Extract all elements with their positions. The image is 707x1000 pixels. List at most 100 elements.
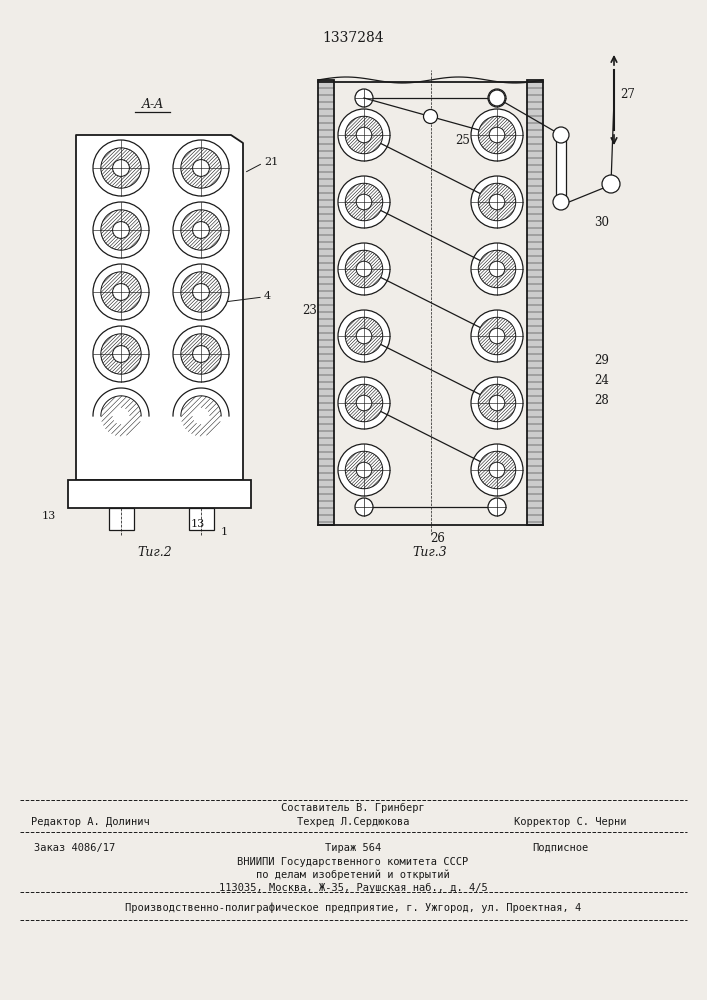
Bar [318, 80, 334, 525]
Text: 27: 27 [620, 89, 635, 102]
Circle shape [489, 127, 505, 143]
Text: Корректор С. Черни: Корректор С. Черни [514, 817, 626, 827]
Circle shape [338, 243, 390, 295]
Text: Τиг.2: Τиг.2 [138, 546, 173, 558]
Circle shape [355, 89, 373, 107]
Circle shape [112, 160, 129, 176]
Circle shape [471, 310, 523, 362]
Text: 25: 25 [455, 133, 470, 146]
Text: 1337284: 1337284 [322, 31, 384, 45]
Circle shape [93, 264, 149, 320]
Text: Заказ 4086/17: Заказ 4086/17 [35, 843, 116, 853]
Bar [556, 135, 566, 202]
Text: Техред Л.Сердюкова: Техред Л.Сердюкова [297, 817, 409, 827]
Circle shape [356, 462, 372, 478]
Circle shape [478, 317, 515, 355]
Text: 113035, Москва, Ж-35, Раушская наб., д. 4/5: 113035, Москва, Ж-35, Раушская наб., д. … [218, 883, 487, 893]
Circle shape [471, 109, 523, 161]
Circle shape [471, 176, 523, 228]
Circle shape [489, 395, 505, 411]
Circle shape [471, 444, 523, 496]
Circle shape [489, 462, 505, 478]
Circle shape [489, 90, 505, 106]
Circle shape [423, 109, 438, 123]
Circle shape [345, 317, 382, 355]
Circle shape [181, 272, 221, 312]
Circle shape [338, 310, 390, 362]
Text: 21: 21 [264, 157, 279, 167]
Text: 28: 28 [594, 393, 609, 406]
Circle shape [553, 194, 569, 210]
Text: Составитель В. Гринберг: Составитель В. Гринберг [281, 803, 425, 813]
Circle shape [93, 140, 149, 196]
Circle shape [112, 284, 129, 300]
Circle shape [345, 384, 382, 422]
Circle shape [345, 183, 382, 221]
Text: 13: 13 [191, 519, 205, 529]
Circle shape [112, 346, 129, 362]
Circle shape [356, 127, 372, 143]
Circle shape [489, 328, 505, 344]
Circle shape [173, 264, 229, 320]
Circle shape [192, 160, 209, 176]
Circle shape [345, 250, 382, 288]
Circle shape [112, 222, 129, 238]
Circle shape [192, 222, 209, 238]
Circle shape [345, 116, 382, 154]
Bar [109, 508, 134, 530]
Circle shape [478, 451, 515, 489]
Circle shape [101, 334, 141, 374]
Text: Производственно-полиграфическое предприятие, г. Ужгород, ул. Проектная, 4: Производственно-полиграфическое предприя… [125, 903, 581, 913]
Circle shape [173, 326, 229, 382]
Circle shape [356, 395, 372, 411]
Text: Редактор А. Долинич: Редактор А. Долинич [30, 817, 149, 827]
Bar [189, 508, 214, 530]
Text: 26: 26 [430, 532, 445, 544]
Circle shape [181, 334, 221, 374]
Text: 1: 1 [221, 527, 228, 537]
Text: Подписное: Подписное [532, 843, 588, 853]
Circle shape [356, 194, 372, 210]
Circle shape [553, 127, 569, 143]
Circle shape [489, 261, 505, 277]
Text: 29: 29 [594, 354, 609, 366]
Circle shape [471, 377, 523, 429]
Circle shape [101, 148, 141, 188]
Circle shape [338, 176, 390, 228]
Text: A-A: A-A [142, 99, 164, 111]
Circle shape [192, 346, 209, 362]
Circle shape [478, 250, 515, 288]
Circle shape [345, 451, 382, 489]
Polygon shape [76, 135, 243, 480]
Text: по делам изобретений и открытий: по делам изобретений и открытий [256, 870, 450, 880]
Bar [68, 480, 251, 508]
Circle shape [478, 384, 515, 422]
Circle shape [489, 194, 505, 210]
Circle shape [181, 148, 221, 188]
Circle shape [488, 89, 506, 107]
Circle shape [478, 116, 515, 154]
Circle shape [602, 175, 620, 193]
Text: Тираж 564: Тираж 564 [325, 843, 381, 853]
Text: 4: 4 [264, 291, 271, 301]
Text: 13: 13 [42, 511, 56, 521]
Circle shape [192, 284, 209, 300]
Circle shape [338, 109, 390, 161]
Text: 24: 24 [594, 373, 609, 386]
Text: ВНИИПИ Государственного комитета СССР: ВНИИПИ Государственного комитета СССР [238, 857, 469, 867]
Circle shape [471, 243, 523, 295]
Text: Τиг.3: Τиг.3 [413, 546, 448, 558]
Circle shape [173, 140, 229, 196]
Bar [527, 80, 543, 525]
Text: 30: 30 [594, 216, 609, 229]
Circle shape [488, 498, 506, 516]
Text: 23: 23 [302, 304, 317, 316]
Circle shape [173, 202, 229, 258]
Circle shape [181, 210, 221, 250]
Circle shape [93, 202, 149, 258]
Circle shape [356, 261, 372, 277]
Circle shape [355, 498, 373, 516]
Circle shape [93, 326, 149, 382]
Circle shape [101, 272, 141, 312]
Circle shape [338, 444, 390, 496]
